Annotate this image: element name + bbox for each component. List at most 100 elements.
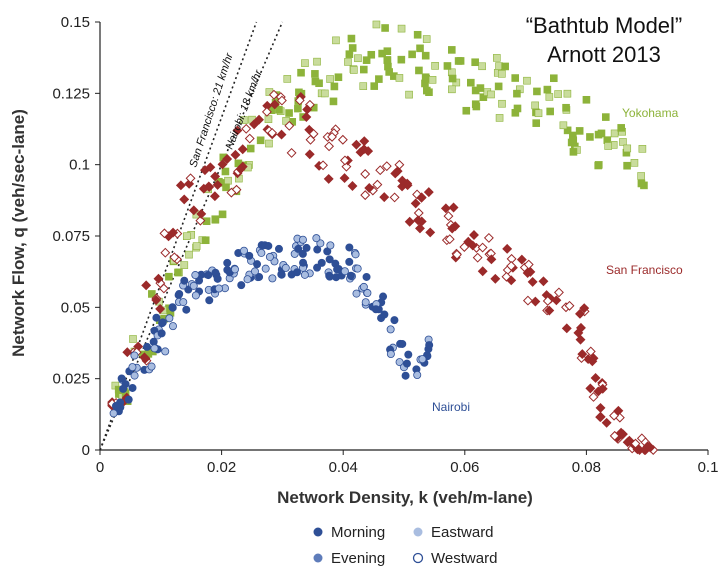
san-francisco-point xyxy=(413,208,424,218)
yokohama-point xyxy=(326,75,334,83)
san-francisco-point xyxy=(561,323,572,334)
nairobi-point xyxy=(386,325,395,334)
san-francisco-point xyxy=(276,95,287,106)
y-tick-label: 0 xyxy=(82,442,90,459)
yokohama-point xyxy=(498,70,506,78)
san-francisco-point xyxy=(590,373,601,383)
legend-eastward-marker xyxy=(413,527,423,537)
ref-label-san-francisco: San Francisco: 21 km/hr xyxy=(187,51,236,169)
nairobi-point xyxy=(130,351,139,360)
san-francisco-point xyxy=(486,248,496,259)
yokohama-point xyxy=(330,82,339,91)
yokohama-point xyxy=(447,46,456,54)
y-tick-label: 0.025 xyxy=(52,371,90,388)
legend: Morning Evening Eastward Westward xyxy=(313,524,497,567)
nairobi-point xyxy=(313,263,322,272)
yokohama-point xyxy=(619,138,627,146)
nairobi-point xyxy=(325,255,334,264)
yokohama-point xyxy=(224,176,232,185)
nairobi-point xyxy=(158,318,167,327)
yokohama-point xyxy=(602,113,610,121)
nairobi-point xyxy=(386,350,395,359)
san-francisco-point xyxy=(360,169,371,179)
yokohama-point xyxy=(534,109,543,118)
nairobi-point xyxy=(168,303,177,312)
yokohama-point xyxy=(383,47,392,55)
nairobi-point xyxy=(363,289,372,298)
yokohama-point xyxy=(531,101,539,110)
san-francisco-point xyxy=(410,198,421,209)
san-francisco-point xyxy=(351,139,362,150)
yokohama-point xyxy=(294,104,302,113)
yokohama-point xyxy=(637,179,646,188)
nairobi-point xyxy=(128,383,137,392)
yokohama-point xyxy=(315,79,323,88)
san-francisco-point xyxy=(318,160,329,171)
nairobi-point xyxy=(380,310,389,319)
san-francisco-point xyxy=(222,154,233,164)
nairobi-point xyxy=(274,244,283,253)
yokohama-point xyxy=(479,93,488,101)
yokohama-point xyxy=(476,84,485,92)
nairobi-point xyxy=(317,258,326,267)
yokohama-point xyxy=(182,232,191,241)
nairobi-point xyxy=(161,347,170,356)
nairobi-point xyxy=(402,359,411,368)
san-francisco-point xyxy=(617,429,628,440)
nairobi-point xyxy=(264,241,273,250)
yokohama-point xyxy=(344,58,352,66)
yokohama-point xyxy=(623,161,631,170)
axis-ticks: 0 0.02 0.04 0.06 0.08 0.1 0 0.025 0.05 0.075 0.1 0.… xyxy=(52,14,718,476)
san-francisco-point xyxy=(404,216,415,227)
san-francisco-point xyxy=(506,253,517,264)
yokohama-point xyxy=(443,62,452,70)
yokohama-point xyxy=(222,183,230,192)
yokohama-point xyxy=(256,136,265,145)
nairobi-point xyxy=(361,298,370,307)
nairobi-point xyxy=(191,271,200,280)
nairobi-point xyxy=(128,363,137,372)
y-tick-label: 0.125 xyxy=(52,85,90,102)
nairobi-point xyxy=(425,341,434,350)
san-francisco-point xyxy=(467,240,478,251)
san-francisco-point xyxy=(415,223,425,234)
yokohama-point xyxy=(347,34,356,43)
nairobi-point xyxy=(119,384,128,393)
yokohama-point xyxy=(423,86,431,95)
san-francisco-point xyxy=(639,445,650,455)
nairobi-point xyxy=(395,358,404,367)
san-francisco-point xyxy=(301,112,312,122)
yokohama-point xyxy=(395,74,404,82)
yokohama-point xyxy=(362,56,371,64)
san-francisco-point xyxy=(262,100,273,111)
yokohama-point xyxy=(550,74,558,83)
san-francisco-point xyxy=(210,171,221,182)
yokohama-point xyxy=(597,129,606,138)
san-francisco-point xyxy=(241,123,252,134)
yokohama-point xyxy=(397,24,406,33)
yokohama-point xyxy=(311,70,319,78)
san-francisco-point xyxy=(523,259,534,270)
nairobi-point xyxy=(147,362,156,371)
nairobi-point xyxy=(281,263,290,272)
san-francisco-point xyxy=(337,134,348,145)
x-tick-label: 0.06 xyxy=(450,459,479,476)
yokohama-point xyxy=(246,144,255,153)
san-francisco-point xyxy=(261,106,272,117)
legend-morning-marker xyxy=(313,527,323,537)
san-francisco-point xyxy=(452,249,462,260)
yokohama-point xyxy=(569,136,578,145)
san-francisco-point xyxy=(268,89,279,100)
legend-morning-label: Morning xyxy=(331,524,385,541)
san-francisco-point xyxy=(217,159,228,170)
san-francisco-point xyxy=(585,346,596,357)
san-francisco-point xyxy=(372,179,383,190)
y-tick-label: 0.1 xyxy=(69,157,90,174)
san-francisco-point xyxy=(198,183,209,194)
san-francisco-point xyxy=(502,243,513,254)
san-francisco-point xyxy=(360,190,371,201)
yokohama-point xyxy=(301,59,309,67)
san-francisco-point xyxy=(486,254,497,265)
label-nairobi: Nairobi xyxy=(432,400,470,414)
y-tick-label: 0.15 xyxy=(61,14,90,31)
